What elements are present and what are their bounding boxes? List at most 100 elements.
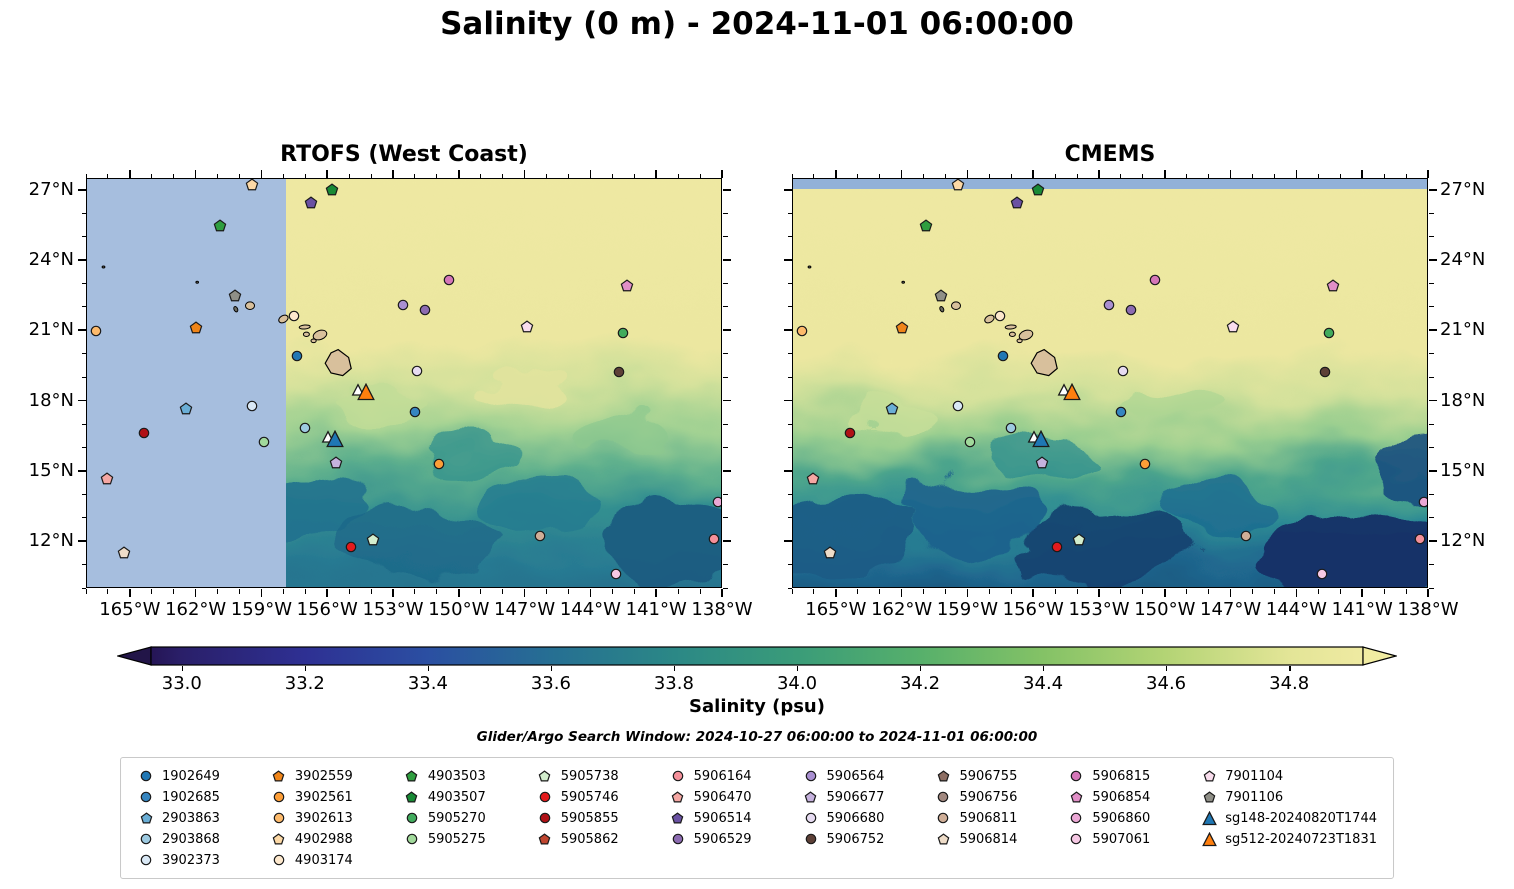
axis-tick: [813, 173, 815, 178]
axis-tick: [81, 282, 86, 284]
pentagon-marker-glyph: [1203, 790, 1216, 802]
float-marker-5906815: [1149, 274, 1161, 286]
search-window-caption: Glider/Argo Search Window: 2024-10-27 06…: [476, 729, 1038, 745]
float-marker-3902613: [90, 325, 102, 337]
axis-tick: [1032, 589, 1035, 597]
pentagon-marker-icon: [137, 811, 155, 825]
axis-tick: [1098, 589, 1100, 597]
circle-marker-glyph: [246, 401, 257, 412]
axis-tick: [326, 170, 329, 178]
float-marker-sg148-20240820T1744: [1032, 430, 1050, 448]
float-marker-5905746: [1051, 541, 1063, 553]
float-marker-1902649: [997, 350, 1009, 362]
pentagon-marker-icon: [536, 832, 554, 846]
axis-tick: [945, 589, 947, 594]
axis-tick: [1252, 173, 1254, 178]
pentagon-marker-glyph: [1226, 320, 1240, 333]
legend-label: 5906860: [1092, 810, 1151, 826]
float-marker-5906529: [1125, 304, 1137, 316]
axis-tick: [857, 173, 859, 178]
circle-marker-glyph: [952, 401, 963, 412]
axis-tick: [784, 188, 792, 191]
circle-marker-glyph: [995, 310, 1006, 322]
legend-column-3: 4903503 4903507 5905270 5905275: [403, 766, 486, 870]
legend-label: 5906677: [826, 789, 885, 805]
legend-item-4903507: 4903507: [403, 787, 486, 807]
legend-item-1902649: 1902649: [137, 766, 220, 786]
axis-tick: [1429, 493, 1434, 495]
axis-tick: [480, 173, 482, 178]
axis-tick: [1229, 589, 1232, 597]
rtofs-map-panel: 165°W 162°W 159°W 156°W 153°W 150°W 147°W 144°W…: [29, 170, 753, 620]
pentagon-marker-glyph: [538, 832, 551, 844]
pentagon-marker-glyph: [228, 289, 242, 302]
circle-marker-icon: [270, 854, 288, 866]
triangle-marker-glyph: [1062, 383, 1081, 401]
axis-tick: [85, 173, 87, 178]
rtofs-nodata-region: [86, 178, 286, 588]
pentagon-marker-glyph: [366, 533, 380, 546]
axis-tick: [502, 173, 504, 178]
float-marker-5906752: [613, 366, 625, 378]
pentagon-marker-glyph: [405, 790, 418, 802]
float-marker-5906854: [1326, 279, 1340, 293]
axis-tick: [699, 173, 701, 178]
legend-label: 5905746: [560, 789, 619, 805]
axis-tick: [1427, 170, 1429, 178]
y-tick-label: 24°N: [28, 249, 74, 270]
float-marker-5906680: [411, 365, 423, 377]
axis-tick: [239, 173, 241, 178]
x-tick-label: 147°W: [1200, 599, 1262, 620]
axis-tick: [282, 589, 284, 594]
legend-item-5905270: 5905270: [403, 808, 486, 828]
pentagon-marker-icon: [669, 790, 687, 804]
axis-tick: [787, 236, 792, 238]
circle-marker-glyph: [1319, 367, 1331, 378]
axis-tick: [787, 423, 792, 425]
colorbar-tick: [1043, 666, 1045, 671]
float-marker-4903174: [288, 310, 300, 322]
circle-marker-glyph: [709, 533, 720, 545]
colorbar-label: Salinity (psu): [689, 696, 825, 717]
legend-item-4902988: 4902988: [270, 829, 353, 849]
float-marker-5906811: [534, 530, 546, 542]
triangle-marker-glyph: [326, 430, 344, 448]
circle-marker-glyph: [1103, 299, 1115, 310]
float-marker-7901106: [228, 289, 242, 303]
x-tick-label: 138°W: [1397, 599, 1459, 620]
pentagon-marker-glyph: [806, 472, 820, 485]
float-marker-7901104: [1226, 320, 1240, 334]
axis-tick: [81, 236, 86, 238]
axis-tick: [1295, 589, 1298, 597]
legend-label: 5907061: [1092, 831, 1151, 847]
axis-tick: [1429, 212, 1434, 214]
axis-tick: [194, 589, 197, 597]
pentagon-marker-glyph: [329, 456, 343, 469]
legend-label: 5906680: [826, 810, 885, 826]
pentagon-marker-glyph: [520, 320, 534, 333]
float-marker-5906470: [100, 472, 114, 486]
circle-marker-glyph: [844, 428, 856, 439]
axis-tick: [784, 540, 792, 542]
axis-tick: [392, 170, 394, 178]
circle-marker-icon: [934, 791, 952, 803]
circle-marker-glyph: [1240, 531, 1252, 542]
legend-label: 5906854: [1092, 789, 1151, 805]
axis-tick: [589, 589, 592, 597]
pentagon-marker-glyph: [1326, 279, 1339, 292]
axis-tick: [1054, 173, 1056, 178]
axis-tick: [835, 589, 837, 597]
axis-tick: [723, 306, 728, 308]
axis-tick: [129, 589, 131, 597]
pentagon-marker-glyph: [1203, 769, 1216, 781]
axis-tick: [723, 587, 728, 589]
circle-marker-glyph: [1005, 422, 1017, 433]
circle-marker-glyph: [805, 770, 816, 782]
legend-label: 5905270: [427, 810, 486, 826]
legend-label: 7901106: [1225, 789, 1284, 805]
circle-marker-icon: [137, 770, 155, 782]
float-marker-5905275: [964, 436, 976, 448]
axis-tick: [787, 282, 792, 284]
legend-column-7: 5906755 5906756 5906811 5906814: [934, 766, 1017, 870]
legend-label: 3902613: [294, 810, 353, 826]
